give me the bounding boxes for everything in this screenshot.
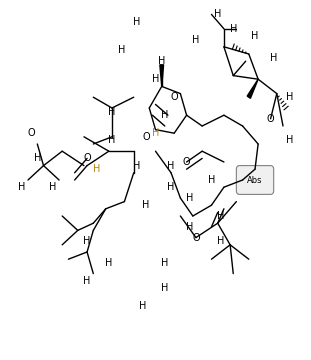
- Text: O: O: [83, 153, 91, 163]
- Text: O: O: [170, 92, 178, 102]
- Text: O: O: [183, 157, 190, 167]
- Text: H: H: [161, 110, 169, 120]
- Text: H: H: [251, 31, 259, 41]
- FancyBboxPatch shape: [236, 166, 274, 194]
- Text: H: H: [167, 182, 175, 192]
- Text: H: H: [186, 193, 193, 203]
- Text: H: H: [214, 9, 221, 19]
- Text: H: H: [186, 222, 193, 232]
- Text: O: O: [27, 128, 35, 138]
- Polygon shape: [247, 79, 258, 98]
- Text: O: O: [192, 233, 200, 243]
- Text: H: H: [139, 301, 147, 311]
- Text: H: H: [49, 182, 57, 192]
- Text: H: H: [161, 258, 169, 268]
- Polygon shape: [160, 65, 164, 86]
- Text: H: H: [285, 135, 293, 145]
- Text: Abs: Abs: [247, 176, 263, 185]
- Text: H: H: [167, 161, 175, 171]
- Text: H: H: [133, 161, 141, 171]
- Text: H: H: [133, 17, 141, 27]
- Text: O: O: [142, 132, 150, 142]
- Text: H: H: [108, 135, 116, 145]
- Text: H: H: [18, 182, 26, 192]
- Text: H: H: [217, 211, 225, 221]
- Text: H: H: [105, 258, 113, 268]
- Text: H: H: [83, 236, 91, 246]
- Text: H: H: [152, 128, 159, 138]
- Text: H: H: [142, 200, 150, 210]
- Text: O: O: [267, 114, 274, 124]
- Text: H: H: [93, 164, 100, 174]
- Text: H: H: [270, 53, 277, 63]
- Text: H: H: [217, 236, 225, 246]
- Text: H: H: [118, 45, 125, 55]
- Text: H: H: [152, 74, 159, 84]
- Text: H: H: [192, 35, 200, 45]
- Text: H: H: [230, 24, 237, 34]
- Text: H: H: [285, 92, 293, 102]
- Text: H: H: [158, 56, 165, 66]
- Text: H: H: [161, 283, 169, 293]
- Text: H: H: [208, 175, 215, 185]
- Text: H: H: [83, 276, 91, 286]
- Text: H: H: [34, 153, 41, 163]
- Text: H: H: [108, 107, 116, 117]
